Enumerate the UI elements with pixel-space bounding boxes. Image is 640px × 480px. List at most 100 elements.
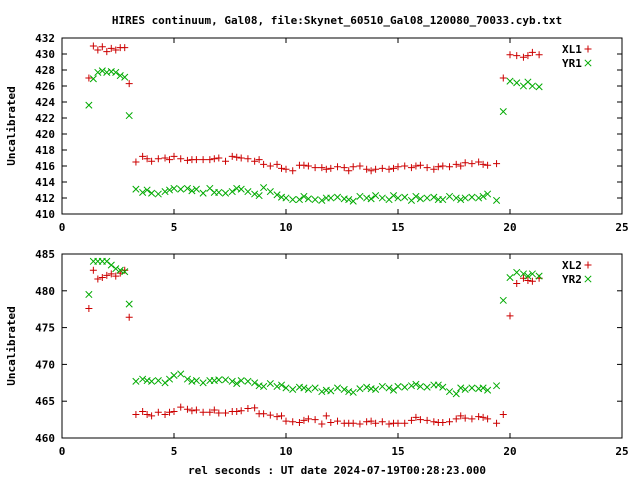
data-point: [367, 195, 375, 203]
data-point: [506, 77, 514, 85]
data-point: [390, 164, 398, 172]
x-tick-label: 15: [391, 221, 404, 234]
data-point: [372, 419, 380, 427]
data-point: [192, 406, 200, 414]
plot-frame: [61, 37, 623, 215]
data-point: [215, 154, 223, 162]
y-tick-label: 428: [35, 64, 55, 77]
data-point: [506, 312, 514, 320]
x-tick-label: 15: [391, 445, 404, 458]
data-point: [506, 51, 514, 59]
y-tick-label: 422: [35, 112, 55, 125]
data-point: [121, 266, 129, 274]
series-yr2: [85, 257, 543, 398]
data-point: [479, 160, 487, 168]
data-point: [457, 384, 465, 392]
data-point: [372, 165, 380, 173]
data-point: [349, 388, 357, 396]
data-point: [340, 385, 348, 393]
data-point: [356, 162, 364, 170]
figure-title: HIRES continuum, Gal08, file:Skynet_6051…: [112, 14, 562, 27]
legend-marker: [584, 275, 592, 283]
data-point: [378, 382, 386, 391]
data-point: [98, 43, 106, 51]
data-point: [221, 189, 230, 197]
data-point: [112, 68, 120, 76]
data-point: [260, 382, 268, 391]
data-point: [183, 156, 191, 164]
data-point: [222, 157, 230, 165]
y-tick-label: 480: [35, 285, 55, 298]
data-point: [98, 274, 106, 282]
data-point: [237, 185, 245, 193]
data-point: [407, 416, 415, 424]
data-point: [107, 270, 115, 278]
data-point: [394, 194, 402, 202]
data-point: [439, 196, 447, 204]
data-point: [389, 192, 398, 200]
series-xl1: [85, 42, 543, 175]
data-point: [266, 188, 274, 196]
data-point: [273, 160, 281, 168]
data-point: [148, 189, 156, 197]
data-point: [461, 414, 469, 422]
data-point: [345, 167, 353, 175]
data-point: [107, 261, 115, 269]
y-tick-label: 430: [35, 48, 55, 61]
data-point: [423, 194, 431, 202]
legend-label: XL1: [562, 43, 582, 56]
data-point: [222, 409, 230, 417]
data-point: [107, 44, 115, 52]
data-point: [416, 382, 424, 391]
data-point: [148, 412, 156, 420]
data-point: [513, 268, 521, 276]
data-point: [304, 385, 312, 393]
data-point: [199, 379, 207, 387]
data-point: [394, 419, 402, 427]
data-point: [161, 410, 169, 418]
data-point: [423, 416, 431, 424]
data-point: [251, 404, 259, 412]
data-point: [188, 407, 196, 415]
data-point: [412, 413, 420, 421]
data-point: [143, 155, 151, 163]
data-point: [295, 196, 303, 204]
data-point: [385, 165, 393, 173]
data-point: [121, 268, 129, 276]
data-point: [475, 385, 483, 393]
data-point: [484, 190, 492, 198]
data-point: [170, 371, 178, 379]
data-point: [457, 412, 465, 420]
data-point: [446, 418, 454, 426]
data-point: [345, 196, 353, 204]
series-xl2: [85, 266, 543, 428]
data-point: [94, 275, 102, 283]
data-point: [363, 165, 371, 173]
data-point: [367, 417, 375, 425]
data-point: [524, 52, 532, 60]
data-point: [334, 417, 342, 425]
data-point: [372, 192, 380, 200]
data-point: [121, 44, 129, 52]
data-point: [183, 184, 191, 192]
data-point: [210, 406, 218, 414]
y-tick-label: 485: [35, 248, 55, 261]
data-point: [300, 416, 308, 424]
data-point: [278, 412, 286, 420]
data-point: [282, 417, 290, 425]
data-point: [177, 155, 185, 163]
data-point: [192, 377, 200, 385]
data-point: [401, 383, 409, 391]
data-point: [430, 193, 438, 201]
data-point: [199, 156, 207, 164]
data-point: [177, 403, 185, 411]
data-point: [132, 410, 140, 418]
data-point: [89, 266, 97, 274]
data-point: [251, 190, 259, 198]
data-point: [132, 185, 140, 193]
data-point: [166, 156, 174, 164]
data-point: [132, 377, 140, 385]
data-point: [107, 68, 115, 76]
data-point: [484, 415, 492, 423]
data-point: [188, 187, 196, 195]
